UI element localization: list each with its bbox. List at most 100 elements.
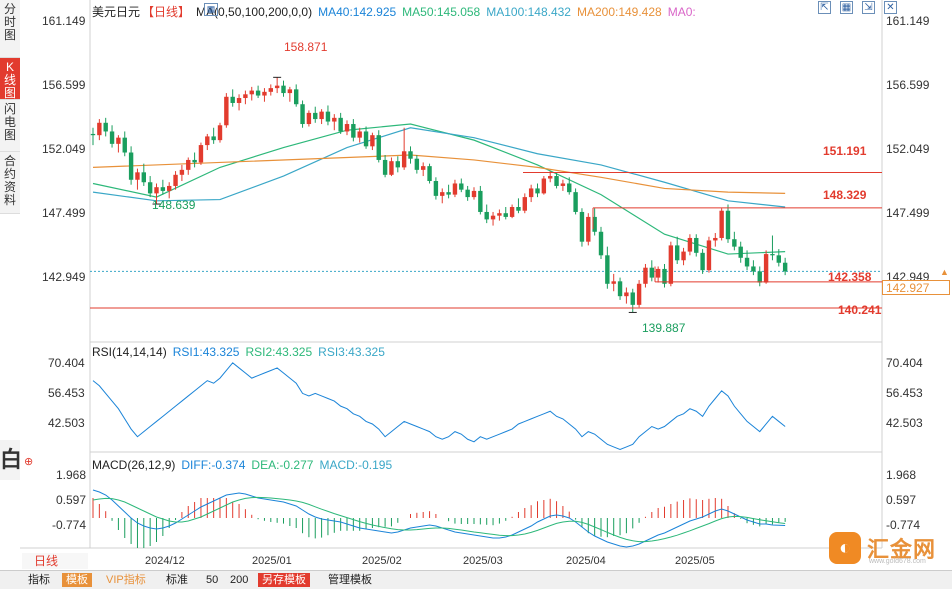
candle-body [446, 192, 451, 195]
price-tick-right-3: 147.499 [886, 206, 930, 220]
candle-body [560, 183, 566, 186]
level-2-label: 148.329 [823, 188, 867, 202]
candle-body [319, 111, 324, 120]
x-label-1: 2025/01 [252, 555, 292, 567]
candle-body [433, 181, 439, 196]
macd-tick-right-0: 1.968 [886, 468, 917, 482]
toolbar-save-template[interactable]: 另存模板 [258, 573, 310, 587]
candle-body [636, 283, 642, 305]
candle-body [662, 268, 667, 284]
toolbar-indicator[interactable]: 指标 [28, 574, 50, 586]
watermark-icon: ◐ [829, 532, 861, 564]
candle-body [738, 246, 743, 258]
rsi-legend: RSI(14,14,14) RSI1:43.325 RSI2:43.325 RSI3:… [92, 345, 391, 359]
candle-body [205, 136, 210, 146]
candle-body [154, 187, 159, 194]
candle-body [770, 254, 775, 256]
candle-body [592, 216, 597, 232]
candle-body [224, 96, 229, 126]
candle-body [459, 183, 464, 190]
candle-body [249, 90, 254, 95]
candle-body [668, 245, 674, 284]
candle-body [713, 237, 718, 241]
expand-icon[interactable]: ⇱ [818, 1, 831, 14]
candle-body [395, 161, 400, 168]
crosshair-icon[interactable]: ⊕ [24, 456, 34, 468]
candle-body [255, 90, 261, 96]
candle-body [421, 166, 426, 170]
ma200-value: MA200:149.428 [576, 5, 662, 19]
price-tick-left-4: 142.949 [42, 270, 86, 284]
candle-body [706, 240, 712, 271]
candle-body [573, 192, 578, 212]
price-tick-right-1: 156.599 [886, 78, 930, 92]
side-tab-0[interactable]: 分时图 [0, 0, 20, 58]
grid-icon[interactable]: ▦ [840, 1, 853, 14]
candle-body [287, 89, 293, 94]
low-dec-annotation: 148.639 [152, 198, 196, 212]
candle-body [484, 211, 489, 220]
candle-body [306, 112, 312, 125]
period-label[interactable]: 【日线】 [142, 5, 191, 19]
candle-body [598, 231, 604, 256]
period-selector[interactable]: 日线 [22, 553, 88, 569]
candle-body [617, 281, 623, 297]
x-label-2: 2025/02 [362, 555, 402, 567]
candle-body [192, 159, 197, 163]
side-tab-3[interactable]: 合约资料 [0, 152, 20, 214]
candle-body [363, 131, 369, 147]
side-tab-2[interactable]: 闪电图 [0, 100, 20, 152]
macd-legend: MACD(26,12,9) DIFF:-0.374 DEA:-0.277 MACD:-… [92, 458, 398, 472]
candle-body [236, 98, 242, 103]
toolbar-200[interactable]: 200 [230, 574, 249, 586]
collapse-icon[interactable]: ⇲ [862, 1, 875, 14]
candle-body [281, 85, 286, 94]
ma-line-ma100 [92, 127, 786, 208]
legend-settings-icon[interactable]: ▦ [204, 3, 218, 16]
candle-body [97, 122, 102, 136]
candle-body [179, 169, 185, 175]
price-tick-left-2: 152.049 [42, 142, 86, 156]
candle-body [757, 271, 762, 283]
candle-body [408, 151, 413, 159]
candle-body [452, 183, 458, 195]
watermark-name: 汇金网 [867, 537, 937, 562]
price-tick-left-3: 147.499 [42, 206, 86, 220]
candle-body [567, 183, 572, 193]
macd-tick-left-0: 1.968 [56, 468, 87, 482]
rsi-title: RSI(14,14,14) [92, 345, 167, 359]
toolbar-vip-indicator[interactable]: VIP指标 [106, 574, 146, 586]
level-1-label: 151.191 [823, 144, 867, 158]
current-price-label: 142.927 [882, 280, 950, 295]
candle-body [503, 213, 508, 217]
candle-body [522, 197, 527, 211]
close-icon[interactable]: ✕ [884, 1, 897, 14]
candle-body [389, 161, 394, 175]
low-apr-annotation: 139.887 [642, 321, 686, 335]
macd-tick-left-1: 0.597 [56, 493, 87, 507]
candle-body [147, 182, 153, 194]
ma50-value: MA50:145.058 [402, 5, 481, 19]
candle-body [230, 96, 235, 103]
candle-body [490, 215, 496, 220]
candle-body [262, 91, 267, 96]
rsi-tick-right-2: 42.503 [886, 416, 923, 430]
candle-body [643, 267, 648, 284]
candle-body [217, 125, 223, 141]
toolbar-50[interactable]: 50 [206, 574, 219, 586]
candle-body [160, 187, 166, 191]
x-label-5: 2025/05 [675, 555, 715, 567]
toolbar-manage-template[interactable]: 管理模板 [328, 574, 372, 586]
macd-tick-left-2: -0.774 [52, 518, 87, 532]
toolbar-template[interactable]: 模板 [62, 573, 92, 587]
rsi-tick-left-1: 56.453 [48, 386, 85, 400]
candle-body [687, 237, 693, 252]
candle-body [325, 111, 331, 122]
toolbar-standard[interactable]: 标准 [166, 574, 188, 586]
macd-dea-line [92, 496, 786, 543]
side-partial-label: 白 [0, 440, 22, 480]
ma100-value: MA100:148.432 [486, 5, 571, 19]
candle-body [313, 112, 318, 120]
candle-body [167, 185, 172, 191]
